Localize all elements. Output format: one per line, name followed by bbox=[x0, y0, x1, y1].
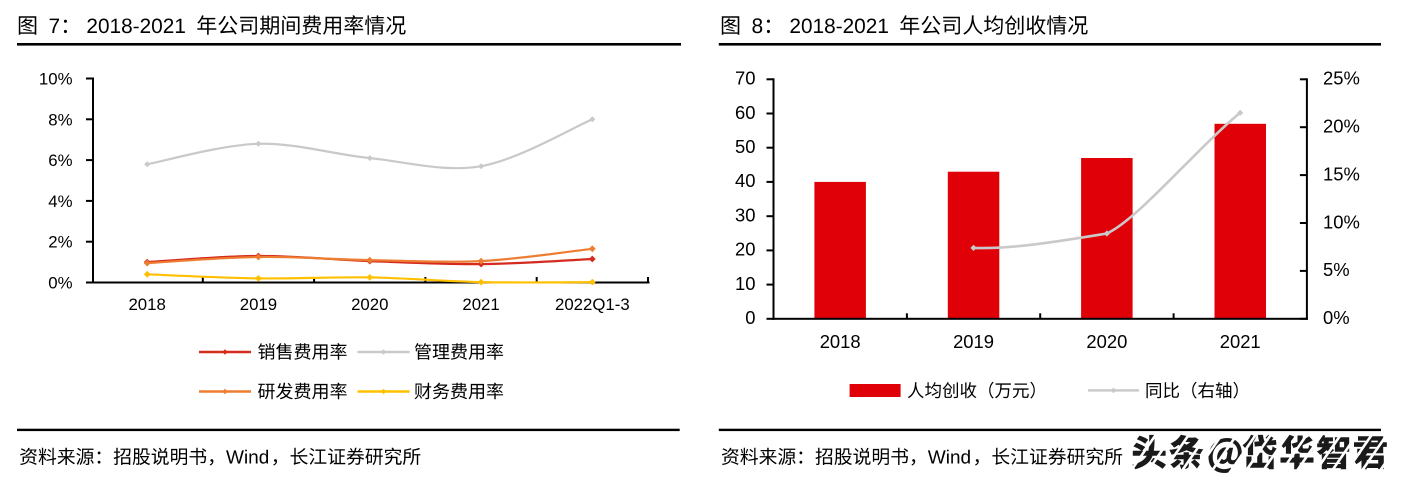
svg-text:4%: 4% bbox=[48, 192, 72, 211]
svg-text:50: 50 bbox=[735, 136, 755, 157]
svg-text:6%: 6% bbox=[48, 151, 72, 170]
svg-text:2019: 2019 bbox=[240, 295, 277, 314]
svg-text:8%: 8% bbox=[48, 110, 72, 129]
svg-text:2020: 2020 bbox=[351, 295, 388, 314]
svg-text:2%: 2% bbox=[48, 233, 72, 252]
svg-text:2021: 2021 bbox=[1220, 331, 1261, 352]
svg-text:15%: 15% bbox=[1323, 163, 1360, 184]
svg-text:2018: 2018 bbox=[820, 331, 861, 352]
svg-text:0%: 0% bbox=[48, 274, 72, 293]
svg-text:70: 70 bbox=[735, 68, 755, 89]
svg-text:2022Q1-3: 2022Q1-3 bbox=[555, 295, 630, 314]
svg-text:0: 0 bbox=[745, 307, 755, 328]
svg-text:2020: 2020 bbox=[1086, 331, 1127, 352]
svg-text:0%: 0% bbox=[1323, 307, 1350, 328]
svg-text:30: 30 bbox=[735, 204, 755, 225]
svg-text:40: 40 bbox=[735, 170, 755, 191]
svg-text:10: 10 bbox=[735, 273, 755, 294]
svg-text:2021: 2021 bbox=[462, 295, 499, 314]
svg-text:2019: 2019 bbox=[953, 331, 994, 352]
svg-text:5%: 5% bbox=[1323, 259, 1350, 280]
svg-text:20: 20 bbox=[735, 239, 755, 260]
svg-text:2018: 2018 bbox=[128, 295, 165, 314]
svg-text:10%: 10% bbox=[1323, 211, 1360, 232]
svg-text:10%: 10% bbox=[39, 70, 73, 89]
svg-text:60: 60 bbox=[735, 102, 755, 123]
svg-text:20%: 20% bbox=[1323, 116, 1360, 137]
svg-text:25%: 25% bbox=[1323, 68, 1360, 89]
